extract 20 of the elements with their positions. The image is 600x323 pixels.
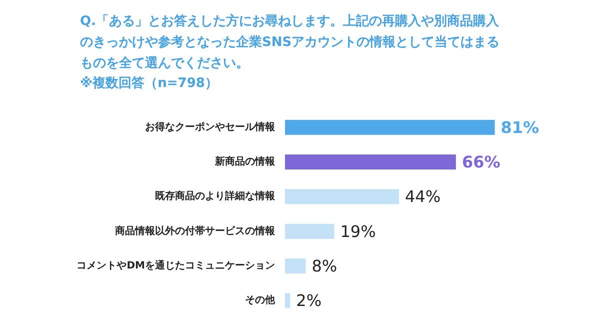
data-label: 2% — [296, 291, 322, 310]
data-label: 66% — [462, 152, 500, 172]
data-label: 44% — [404, 187, 441, 206]
data-label: 19% — [340, 222, 376, 241]
chart-title: Q.「ある」とお答えした方にお尋ねします。上記の再購入や別商品購入のきっかけや参考となった企業SNSアカウントの情報として当てはまるものを全て選んでください。 — [80, 13, 500, 71]
bar — [285, 154, 456, 170]
y-tick-label: 既存商品のより詳細な情報 — [155, 190, 276, 202]
y-tick-label: コメントやDMを通じたコミュニケーション — [76, 260, 275, 272]
data-label: 81% — [500, 118, 540, 137]
y-tick-label: その他 — [245, 294, 276, 306]
y-tick-label: 新商品の情報 — [214, 156, 276, 168]
bar — [285, 189, 399, 204]
text: ※複数回答（n=798） — [80, 75, 218, 91]
y-tick-label: 商品情報以外の付帯サービスの情報 — [114, 224, 276, 237]
bar — [285, 224, 334, 239]
bar — [285, 293, 290, 308]
y-tick-label: お得なクーポンやセール情報 — [145, 120, 276, 133]
data-label: 8% — [312, 256, 338, 276]
bar — [285, 258, 306, 274]
bar — [285, 120, 495, 135]
